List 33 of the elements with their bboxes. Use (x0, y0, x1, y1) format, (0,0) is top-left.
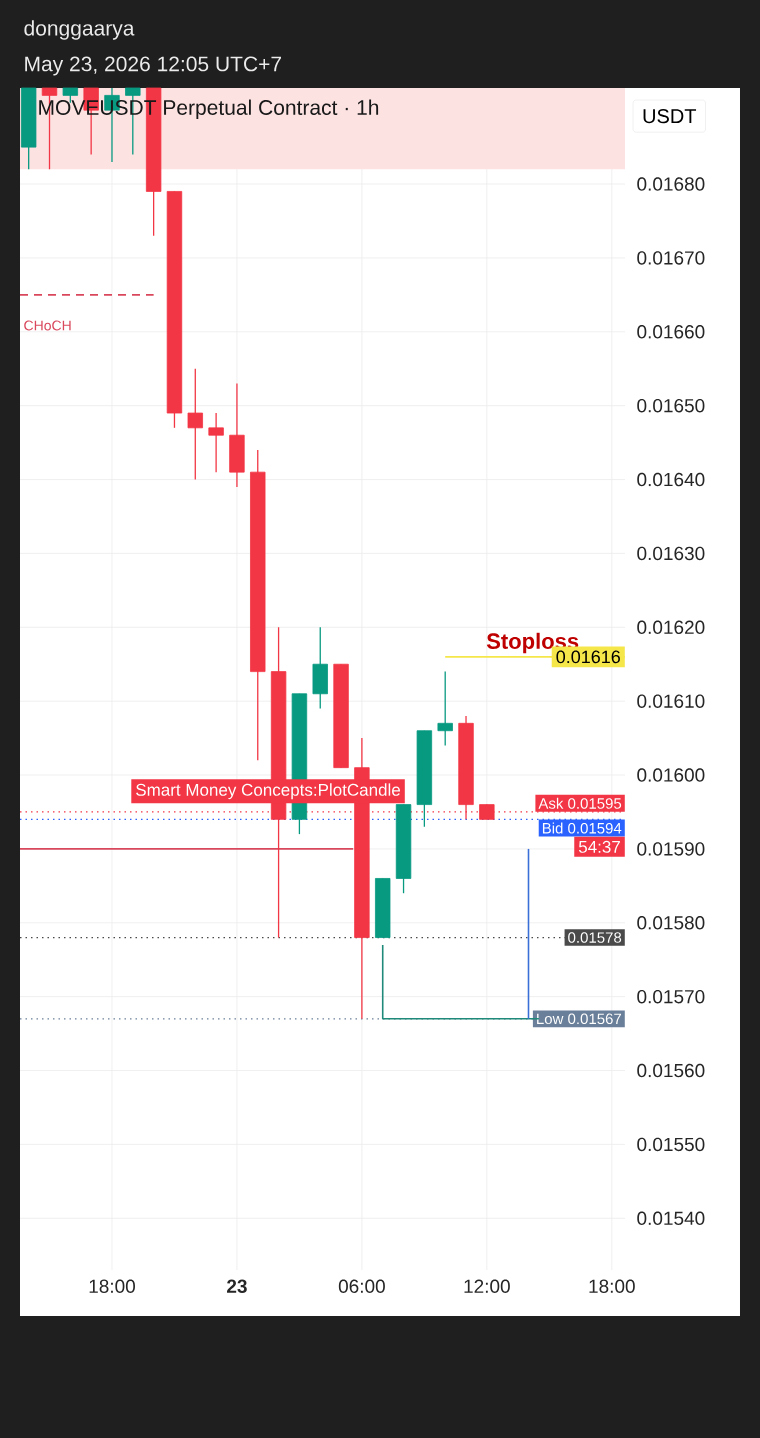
series-label: CHoCH (24, 320, 71, 331)
x-tick-label: 18:00 (589, 1279, 635, 1293)
y-tick-label: 0.01630 (637, 546, 705, 561)
y-tick-label: 0.01580 (637, 916, 705, 930)
text: May 23, 2026 12:05 UTC+7 (25, 56, 281, 76)
candlestick (437, 670, 453, 747)
y-tick-label: 0.01620 (637, 620, 705, 635)
y-tick-label: 0.01610 (637, 694, 705, 708)
x-tick-label: 18:00 (89, 1279, 135, 1293)
y-tick-label: 0.01670 (637, 251, 705, 265)
y-tick-label: 0.01600 (637, 768, 705, 782)
candlestick (187, 368, 203, 481)
ref-line-label: 0.01578 (568, 932, 622, 943)
x-tick-label: 12:00 (464, 1279, 510, 1293)
candlestick (208, 412, 224, 473)
ref-line-label: Ask 0.01595 (538, 797, 622, 809)
y-axis-title: USDT (643, 109, 697, 124)
annotation: Smart Money Concepts:PlotCandle (136, 783, 401, 800)
y-tick-label: 0.01540 (637, 1211, 705, 1226)
text: donggaarya (24, 20, 135, 40)
y-tick-label: 0.01550 (637, 1137, 705, 1152)
y-tick-label: 0.01680 (637, 177, 705, 191)
y-tick-label: 0.01660 (637, 325, 705, 339)
ref-line-label: Low 0.01567 (537, 1013, 622, 1025)
y-tick-label: 0.01560 (637, 1063, 705, 1078)
annotation: 54:37 (578, 840, 620, 853)
y-tick-label: 0.01590 (637, 842, 705, 856)
ref-line-label: Bid 0.01594 (542, 822, 622, 834)
y-tick-label: 0.01650 (637, 398, 705, 413)
x-tick-label: 06:00 (338, 1279, 385, 1293)
x-tick-label: 23 (227, 1279, 247, 1294)
y-tick-label: 0.01570 (637, 989, 705, 1004)
y-tick-label: 0.01640 (637, 472, 705, 487)
